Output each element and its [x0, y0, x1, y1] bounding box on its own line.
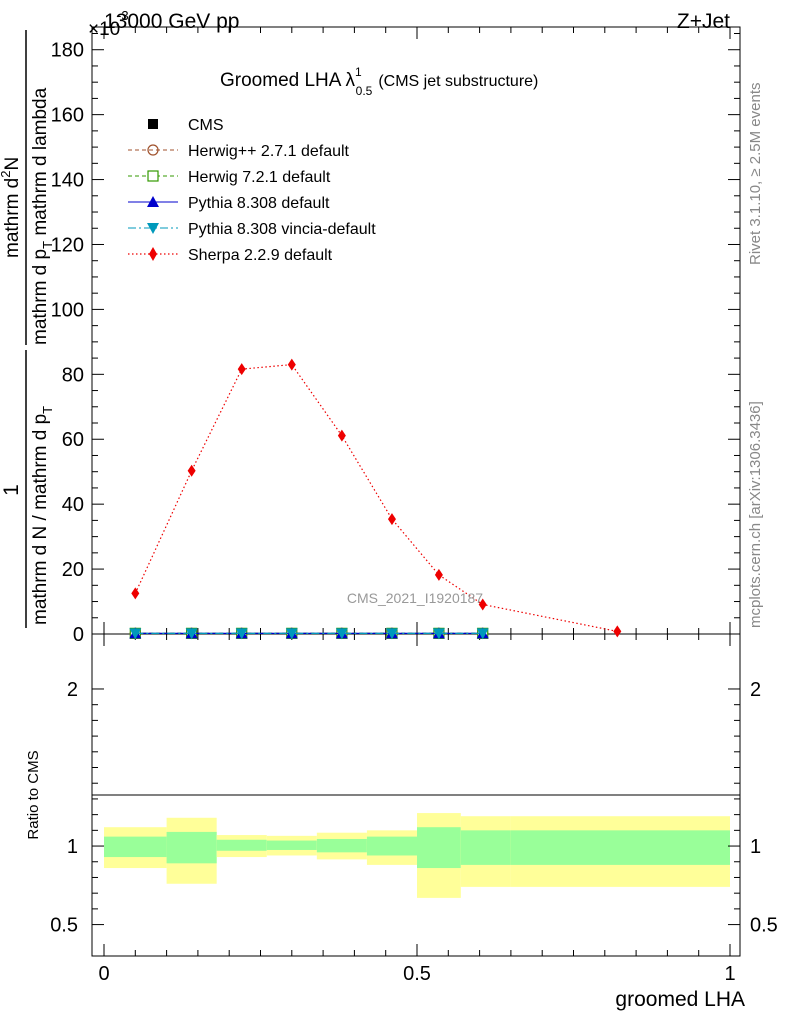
data-point-pythia-8-308-vincia-default-5 [385, 628, 398, 640]
data-point-pythia-8-308-vincia-default-4 [335, 628, 348, 640]
data-point-pythia-8-308-vincia-default-2 [235, 628, 248, 640]
y-tick-label: 180 [51, 40, 84, 62]
y-tick-label: 120 [51, 234, 84, 256]
data-point-sherpa-2-2-9-default-6 [434, 568, 443, 581]
legend-label-cms: CMS [188, 117, 224, 134]
x-axis-label: groomed LHA [615, 988, 745, 1011]
legend-entry-cms: CMS [148, 117, 224, 134]
data-point-sherpa-2-2-9-default-2 [237, 363, 246, 376]
ratio-axis-label: Ratio to CMS [25, 750, 42, 839]
sherpa-marker-icon [149, 247, 157, 261]
ratio-tick-label-left: 1 [67, 836, 78, 858]
ratio-stat-band-3 [266, 840, 317, 850]
herwigpp-marker-icon [147, 144, 159, 156]
ratio-stat-band-6 [417, 827, 461, 869]
rivet-label: Rivet 3.1.10, ≥ 2.5M events [747, 83, 764, 266]
data-point-sherpa-2-2-9-default-7 [478, 598, 487, 611]
y-tick-label: 80 [62, 364, 84, 386]
y-label-numerator-2: mathrm d2N [0, 157, 23, 258]
legend-label-pythia: Pythia 8.308 default [188, 195, 330, 212]
legend-label-herwig7: Herwig 7.2.1 default [188, 169, 331, 186]
x-tick-label: 1 [724, 963, 735, 985]
legend-label-vincia: Pythia 8.308 vincia-default [188, 221, 376, 238]
legend-entry-sherpa: Sherpa 2.2.9 default [128, 247, 333, 264]
y-label-numerator-1: 1 [0, 484, 23, 496]
cms-marker-icon [148, 119, 158, 129]
data-point-pythia-8-308-vincia-default-1 [185, 628, 198, 640]
mcplots-label: mcplots.cern.ch [arXiv:1306.3436] [747, 401, 764, 628]
legend-label-herwigpp: Herwig++ 2.7.1 default [188, 143, 350, 160]
ratio-stat-band-7 [460, 830, 511, 865]
y-tick-label: 140 [51, 170, 84, 192]
ratio-tick-label-right: 1 [750, 836, 761, 858]
data-point-pythia-8-308-vincia-default-3 [285, 628, 298, 640]
ratio-stat-band-2 [216, 839, 267, 851]
ratio-tick-label-right: 0.5 [750, 915, 778, 937]
y-tick-label: 40 [62, 494, 84, 516]
data-point-sherpa-2-2-9-default-0 [131, 587, 140, 600]
ratio-stat-band-0 [104, 836, 167, 858]
ratio-tick-label-left: 2 [67, 679, 78, 701]
x-tick-label: 0 [98, 963, 109, 985]
ratio-stat-band-5 [366, 836, 417, 856]
legend-entry-herwig7: Herwig 7.2.1 default [128, 169, 331, 186]
data-point-sherpa-2-2-9-default-4 [337, 429, 346, 442]
data-point-sherpa-2-2-9-default-1 [187, 464, 196, 477]
data-point-sherpa-2-2-9-default-8 [613, 625, 622, 638]
process-label: Z+Jet [677, 10, 730, 33]
data-point-pythia-8-308-vincia-default-6 [432, 628, 445, 640]
series-line-sherpa-2-2-9-default [134, 363, 618, 632]
x-tick-label: 0.5 [403, 963, 431, 985]
y-tick-label: 160 [51, 105, 84, 127]
y-tick-label: 60 [62, 429, 84, 451]
data-point-sherpa-2-2-9-default-5 [387, 513, 396, 526]
y-label-denominator-1: mathrm d N / mathrm d pT [30, 406, 55, 625]
y-axis-label: 1 mathrm d N / mathrm d pT mathrm d2N ma… [0, 30, 55, 628]
ratio-stat-band-4 [316, 838, 367, 853]
plot-title: Groomed LHA λ1 0.5(CMS jet substructure) [220, 65, 538, 98]
ratio-stat-band-1 [166, 831, 217, 864]
y-tick-label: 0 [73, 624, 84, 646]
data-point-pythia-8-308-vincia-default-7 [476, 628, 489, 640]
ratio-tick-label-right: 2 [750, 679, 761, 701]
watermark: CMS_2021_I1920187 [347, 590, 483, 606]
ratio-stat-band-8 [510, 830, 730, 865]
y-label-denominator-2: mathrm d pT mathrm d lambda [30, 87, 55, 345]
ratio-tick-label-left: 0.5 [50, 915, 78, 937]
y-tick-label: 20 [62, 559, 84, 581]
legend-label-sherpa: Sherpa 2.2.9 default [188, 247, 333, 264]
pythia-marker-icon [147, 196, 159, 207]
data-point-sherpa-2-2-9-default-3 [287, 358, 296, 371]
vincia-marker-icon [147, 223, 159, 234]
legend-entry-vincia: Pythia 8.308 vincia-default [128, 221, 376, 238]
legend-entry-pythia: Pythia 8.308 default [128, 195, 330, 212]
herwig7-marker-icon [147, 170, 159, 182]
legend-entry-herwigpp: Herwig++ 2.7.1 default [128, 143, 350, 160]
exponent-sup: -3 [117, 8, 129, 23]
y-tick-label: 100 [51, 299, 84, 321]
data-point-pythia-8-308-vincia-default-0 [129, 628, 142, 640]
legend: CMS Herwig++ 2.7.1 default Herwig 7.2.1 … [128, 117, 376, 264]
